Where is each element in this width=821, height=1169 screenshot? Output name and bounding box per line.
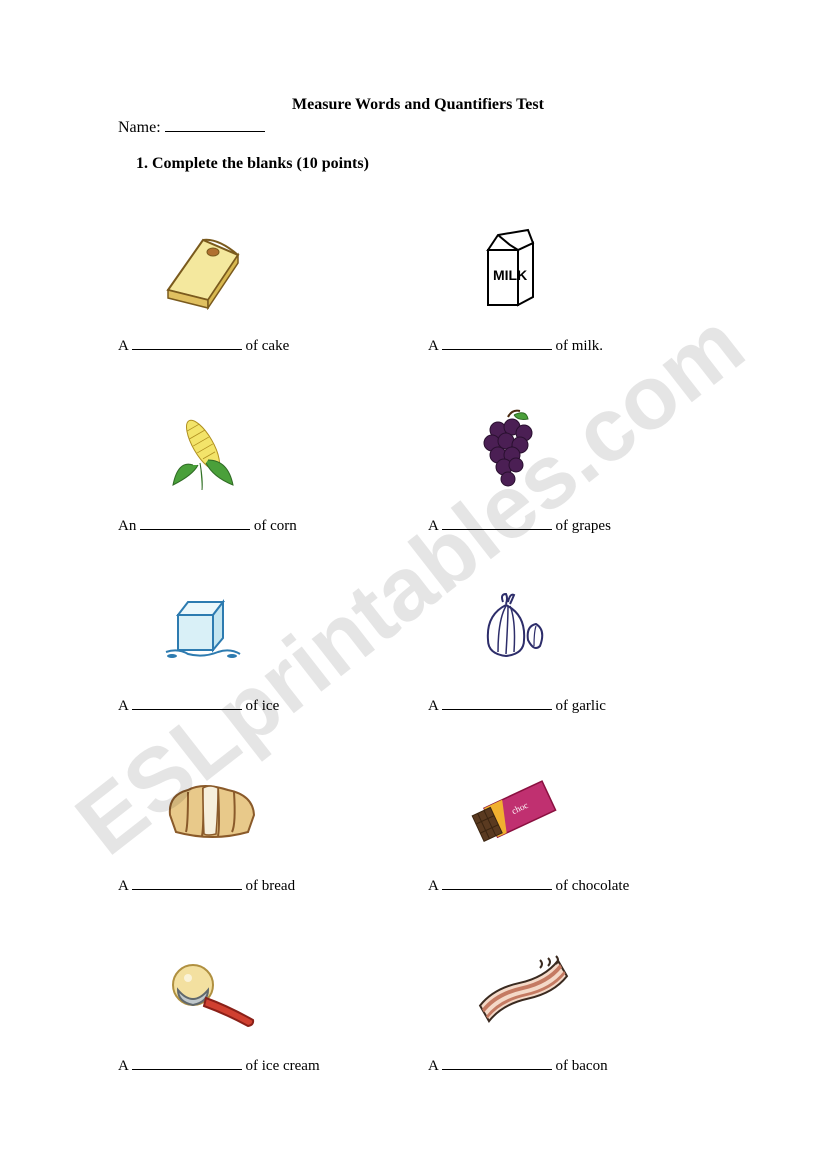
caption-chocolate: A of chocolate: [428, 876, 728, 895]
item-bread: A of bread: [118, 743, 418, 923]
prefix: A: [428, 698, 438, 714]
bread-icon: [158, 770, 268, 850]
item-grapes: A of grapes: [428, 383, 728, 563]
caption-icecream: A of ice cream: [118, 1056, 418, 1075]
items-grid: A of cake MILK A of milk.: [118, 203, 718, 1103]
ice-cream-scoop-icon: [158, 950, 268, 1030]
answer-blank[interactable]: [442, 516, 552, 530]
answer-blank[interactable]: [442, 336, 552, 350]
suffix: of grapes: [556, 518, 611, 534]
name-blank[interactable]: [165, 118, 265, 132]
prefix: A: [118, 878, 128, 894]
item-corn: An of corn: [118, 383, 418, 563]
suffix: of bread: [246, 878, 296, 894]
caption-corn: An of corn: [118, 516, 418, 535]
item-chocolate: choc A of chocolate: [428, 743, 728, 923]
name-label: Name:: [118, 119, 161, 136]
answer-blank[interactable]: [132, 1056, 242, 1070]
prefix: A: [118, 1058, 128, 1074]
answer-blank[interactable]: [132, 876, 242, 890]
answer-blank[interactable]: [140, 516, 250, 530]
cake-icon: [158, 230, 258, 310]
suffix: of bacon: [556, 1058, 608, 1074]
name-field-row: Name:: [118, 118, 718, 137]
suffix: of garlic: [556, 698, 606, 714]
caption-ice: A of ice: [118, 696, 418, 715]
caption-grapes: A of grapes: [428, 516, 728, 535]
caption-bacon: A of bacon: [428, 1056, 728, 1075]
item-icecream: A of ice cream: [118, 923, 418, 1103]
item-bacon: A of bacon: [428, 923, 728, 1103]
corn-icon: [158, 405, 248, 495]
garlic-icon: [468, 590, 558, 670]
prefix: A: [118, 338, 128, 354]
ice-cube-icon: [158, 590, 248, 670]
milk-carton-icon: MILK: [468, 225, 548, 315]
chocolate-bar-icon: choc: [468, 770, 568, 850]
grapes-icon: [468, 405, 548, 495]
answer-blank[interactable]: [442, 1056, 552, 1070]
worksheet-page: Measure Words and Quantifiers Test Name:…: [118, 96, 718, 1103]
prefix: A: [428, 1058, 438, 1074]
prefix: An: [118, 518, 136, 534]
answer-blank[interactable]: [132, 696, 242, 710]
answer-blank[interactable]: [442, 696, 552, 710]
suffix: of ice: [246, 698, 280, 714]
item-ice: A of ice: [118, 563, 418, 743]
prefix: A: [428, 878, 438, 894]
prefix: A: [118, 698, 128, 714]
caption-cake: A of cake: [118, 336, 418, 355]
suffix: of milk.: [556, 338, 604, 354]
bacon-icon: [468, 950, 578, 1030]
item-milk: MILK A of milk.: [428, 203, 728, 383]
question-1-heading: 1. Complete the blanks (10 points): [136, 155, 718, 173]
answer-blank[interactable]: [132, 336, 242, 350]
page-title: Measure Words and Quantifiers Test: [118, 96, 718, 114]
svg-text:MILK: MILK: [493, 267, 527, 283]
item-garlic: A of garlic: [428, 563, 728, 743]
answer-blank[interactable]: [442, 876, 552, 890]
caption-milk: A of milk.: [428, 336, 728, 355]
suffix: of chocolate: [556, 878, 630, 894]
suffix: of corn: [254, 518, 297, 534]
caption-garlic: A of garlic: [428, 696, 728, 715]
prefix: A: [428, 518, 438, 534]
suffix: of ice cream: [246, 1058, 320, 1074]
caption-bread: A of bread: [118, 876, 418, 895]
suffix: of cake: [246, 338, 290, 354]
item-cake: A of cake: [118, 203, 418, 383]
prefix: A: [428, 338, 438, 354]
